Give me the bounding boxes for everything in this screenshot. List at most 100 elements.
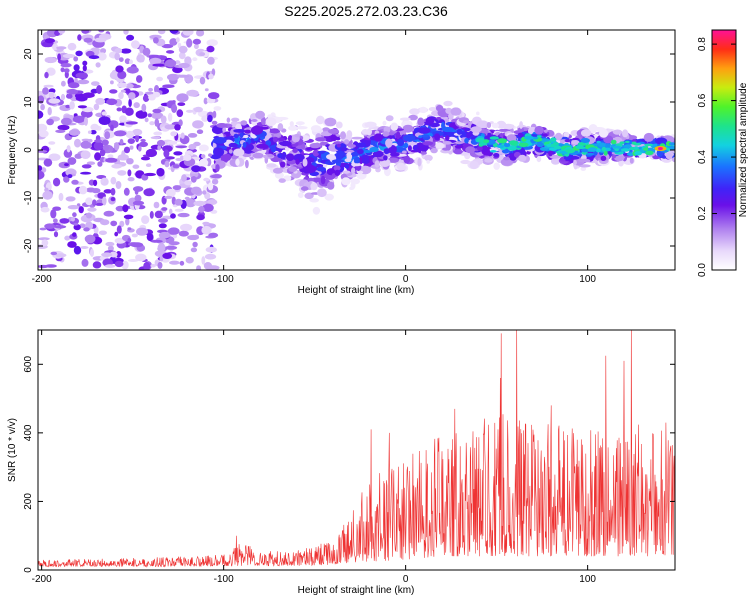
spectrogram-y-ticks: -20 -10 0 10 20 — [23, 48, 675, 253]
heatmap-cell — [170, 131, 178, 137]
heatmap-cell — [550, 137, 557, 142]
heatmap-cell — [62, 53, 76, 59]
heatmap-cell — [191, 165, 201, 173]
heatmap-cell — [213, 106, 222, 111]
heatmap-cell — [103, 210, 115, 217]
heatmap-cell — [382, 131, 390, 137]
heatmap-cell — [53, 218, 58, 224]
heatmap-cell — [103, 189, 113, 194]
heatmap-cell — [327, 128, 340, 134]
heatmap-cell — [295, 158, 300, 165]
heatmap-cell — [385, 115, 394, 122]
heatmap-cell — [72, 212, 77, 218]
heatmap-cell — [396, 162, 406, 171]
heatmap-cell — [477, 145, 483, 152]
heatmap-cell — [302, 158, 308, 167]
heatmap-cell — [126, 66, 139, 74]
heatmap-cell — [42, 87, 49, 95]
heatmap-cell — [77, 105, 87, 109]
heatmap-cell — [48, 98, 61, 104]
heatmap-cell — [119, 220, 125, 228]
heatmap-cell — [312, 206, 321, 215]
heatmap-cell — [420, 134, 430, 138]
heatmap-cell — [41, 239, 49, 247]
heatmap-cell — [93, 103, 100, 111]
heatmap-cell — [66, 88, 79, 95]
heatmap-cell — [279, 161, 286, 168]
heatmap-cell — [52, 43, 58, 51]
heatmap-cell — [104, 264, 116, 268]
heatmap-cell — [145, 163, 152, 167]
heatmap-cell — [357, 148, 364, 155]
heatmap-cell — [82, 65, 87, 72]
heatmap-cell — [185, 198, 196, 208]
heatmap-cell — [176, 93, 189, 103]
x-tick-label: 100 — [579, 274, 596, 285]
heatmap-cell — [244, 129, 251, 134]
heatmap-cell — [143, 188, 155, 197]
heatmap-cell — [344, 164, 350, 169]
heatmap-cell — [330, 134, 338, 142]
heatmap-cell — [65, 196, 76, 202]
heatmap-cell — [443, 100, 453, 107]
heatmap-cell — [453, 149, 463, 155]
heatmap-cell — [81, 258, 89, 267]
heatmap-cell — [119, 115, 127, 122]
heatmap-cell — [190, 176, 197, 183]
heatmap-cell — [128, 98, 132, 108]
heatmap-cell — [48, 141, 56, 145]
heatmap-cell — [620, 148, 631, 152]
heatmap-cell — [66, 145, 71, 153]
heatmap-cell — [140, 138, 146, 142]
heatmap-cell — [347, 144, 356, 148]
heatmap-cell — [498, 128, 511, 132]
heatmap-cell — [94, 152, 102, 161]
heatmap-cell — [90, 248, 94, 257]
heatmap-cell — [351, 167, 356, 175]
heatmap-cell — [145, 148, 157, 158]
heatmap-cell — [614, 155, 625, 162]
figure-title: S225.2025.272.03.23.C36 — [284, 3, 448, 19]
heatmap-cell — [85, 197, 93, 206]
spectrogram-y-axis-label: Frequency (Hz) — [7, 116, 18, 185]
heatmap-cell — [419, 106, 428, 114]
heatmap-cell — [395, 131, 401, 140]
heatmap-cell — [242, 153, 252, 158]
heatmap-cell — [402, 134, 416, 142]
heatmap-cell — [154, 85, 160, 94]
heatmap-cell — [575, 144, 584, 150]
heatmap-cell — [277, 137, 286, 142]
heatmap-cell — [626, 152, 635, 157]
heatmap-cell — [63, 68, 70, 73]
heatmap-cell — [150, 136, 161, 140]
heatmap-cell — [242, 142, 247, 148]
colorbar-tick-label: 0.8 — [697, 37, 708, 51]
heatmap-cell — [95, 97, 106, 105]
heatmap-cell — [278, 178, 286, 183]
heatmap-cell — [204, 88, 209, 92]
heatmap-cell — [156, 167, 165, 177]
heatmap-cell — [110, 197, 116, 202]
heatmap-cell — [206, 45, 215, 53]
heatmap-cell — [95, 62, 101, 68]
heatmap-cell — [450, 107, 462, 116]
heatmap-cell — [454, 144, 464, 149]
heatmap-cell — [50, 209, 57, 219]
heatmap-cell — [506, 134, 517, 142]
heatmap-cell — [60, 93, 66, 101]
heatmap-cell — [610, 139, 617, 145]
heatmap-cell — [74, 138, 81, 148]
heatmap-cell — [463, 120, 470, 124]
spectrogram-x-ticks: -200 -100 0 100 — [32, 30, 596, 285]
heatmap-cell — [138, 145, 142, 152]
x-tick-label: 100 — [579, 574, 596, 585]
heatmap-cell — [560, 146, 566, 150]
heatmap-cell — [136, 227, 148, 236]
heatmap-cell — [426, 160, 431, 164]
heatmap-cell — [643, 132, 654, 142]
heatmap-cell — [168, 208, 173, 215]
heatmap-cell — [80, 150, 91, 159]
heatmap-cell — [445, 135, 450, 141]
heatmap-cell — [90, 123, 99, 131]
heatmap-cell — [132, 128, 143, 136]
